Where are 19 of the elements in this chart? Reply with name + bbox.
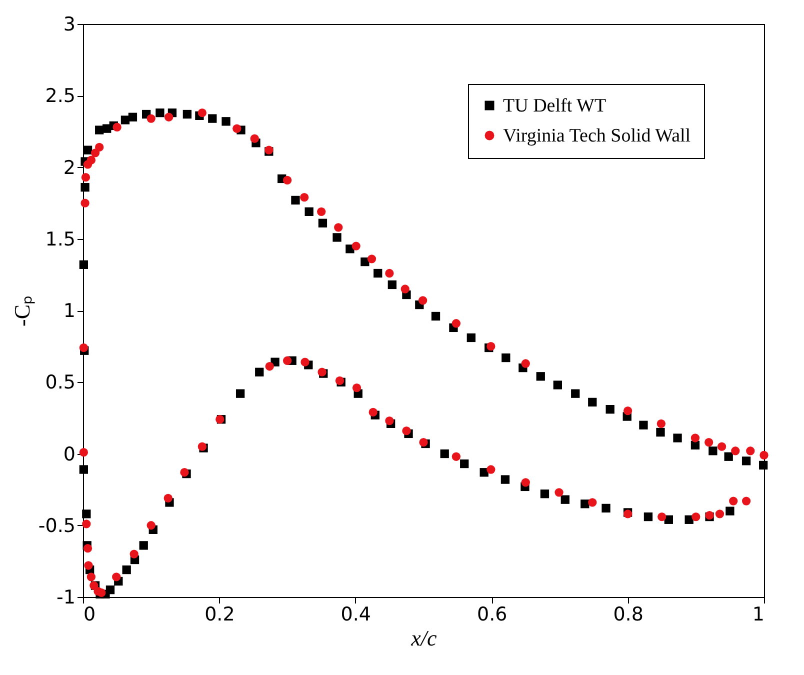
- x-tick-label: 0: [84, 604, 96, 626]
- x-tick-label: 0.4: [340, 604, 372, 626]
- x-axis-title: x/c: [410, 626, 438, 650]
- y-tick-label: -0.5: [38, 514, 76, 537]
- legend-label: Virginia Tech Solid Wall: [503, 126, 691, 146]
- legend-label: TU Delft WT: [503, 96, 606, 116]
- y-tick-label: 1.5: [45, 228, 76, 250]
- y-tick-label: 2.5: [45, 85, 76, 108]
- y-tick-label: 1: [63, 300, 76, 322]
- x-tick-label: 0.2: [204, 604, 235, 626]
- x-tick-label: 0.6: [476, 604, 508, 626]
- y-tick-label: 2: [63, 156, 76, 179]
- y-tick-label: 3: [63, 14, 76, 36]
- y-tick-label: 0.5: [45, 372, 76, 394]
- x-tick-label: 0.8: [613, 604, 644, 626]
- y-tick-label: -1: [56, 586, 76, 608]
- y-tick-label: 0: [63, 443, 76, 466]
- y-axis-title: -Cₚ: [9, 296, 36, 326]
- x-tick-label: 1: [752, 604, 764, 626]
